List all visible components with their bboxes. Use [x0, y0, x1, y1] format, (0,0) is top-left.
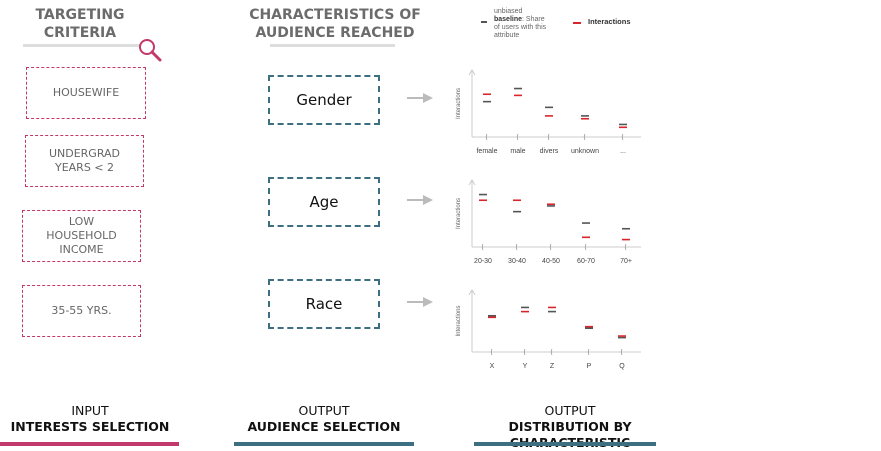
footer-top: OUTPUT: [544, 403, 596, 418]
race-chart: Interactions X Y Z P Q: [456, 289, 641, 370]
x-tick: [550, 348, 553, 356]
x-tick: [549, 243, 552, 251]
x-tick-label: male: [510, 148, 525, 155]
criteria-line: HOUSEWIFE: [52, 86, 120, 99]
footer-bottom: INTERESTS SELECTION: [10, 419, 170, 434]
x-tick: [587, 348, 590, 356]
criteria-line: HOUSEHOLD: [46, 229, 117, 242]
x-tick: [620, 348, 623, 356]
audience-bar: [234, 442, 414, 446]
magnifier-icon: [139, 39, 162, 62]
y-axis-arrow: [468, 69, 476, 76]
legend-line: : Share: [522, 16, 545, 23]
arrow-right-icon: [407, 93, 433, 103]
x-tick: [583, 133, 586, 141]
footer-input: INPUT INTERESTS SELECTION: [0, 403, 180, 435]
legend-baseline-swatch: [481, 21, 487, 23]
x-tick-label: 70+: [620, 258, 632, 265]
x-tick-label: female: [476, 148, 497, 155]
x-tick-label: 30-40: [508, 258, 526, 265]
x-tick: [621, 133, 624, 141]
title-line: AUDIENCE REACHED: [255, 25, 415, 41]
legend-line: of users with this: [494, 24, 547, 31]
criteria-line: YEARS < 2: [54, 161, 115, 174]
gender-chart: Interactions female male divers unknown...: [456, 69, 641, 155]
footer-bottom: DISTRIBUTION BY CHARACTERISTIC: [508, 419, 632, 450]
arrow-right-icon: [407, 297, 433, 307]
x-tick-label: X: [490, 363, 495, 370]
characteristic-label: Age: [309, 193, 339, 211]
criteria-box: HOUSEWIFE: [26, 67, 146, 119]
y-axis-arrow: [468, 289, 476, 296]
distribution-bar: [474, 442, 656, 446]
footer-audience: OUTPUT AUDIENCE SELECTION: [234, 403, 414, 435]
x-tick-label: Q: [619, 363, 625, 370]
footer-top: OUTPUT: [298, 403, 350, 418]
legend-line: attribute: [494, 32, 520, 39]
title-line: CRITERIA: [43, 25, 117, 41]
x-tick: [547, 133, 550, 141]
x-tick-label: Z: [550, 363, 555, 370]
criteria-line: LOW: [68, 215, 95, 228]
x-tick-label: ...: [620, 148, 626, 155]
title-line: TARGETING: [35, 7, 125, 23]
characteristic-age: Age: [268, 177, 380, 227]
characteristic-label: Race: [305, 295, 343, 313]
y-axis-label: Interactions: [456, 88, 462, 119]
characteristic-race: Race: [268, 279, 380, 329]
x-tick-label: divers: [540, 148, 559, 155]
x-tick-label: 60-70: [577, 258, 595, 265]
x-tick: [485, 133, 488, 141]
y-axis-arrow: [468, 179, 476, 186]
legend-line: unbiased: [494, 8, 523, 15]
x-tick: [490, 348, 493, 356]
y-axis-label: Interactions: [456, 305, 462, 336]
x-tick-label: 20-30: [474, 258, 492, 265]
x-tick-label: unknown: [571, 148, 599, 155]
x-tick-label: Y: [523, 363, 528, 370]
divider: [23, 44, 141, 47]
x-tick: [516, 133, 519, 141]
input-bar: [0, 442, 179, 446]
criteria-box: UNDERGRAD YEARS < 2: [25, 135, 144, 187]
legend-interactions-text: Interactions: [588, 17, 631, 26]
legend: unbiased baseline: Share of users with t…: [480, 4, 680, 48]
targeting-criteria-title: TARGETING CRITERIA: [10, 6, 150, 42]
characteristics-title: CHARACTERISTICS OF AUDIENCE REACHED: [235, 6, 435, 42]
footer-bottom: AUDIENCE SELECTION: [247, 419, 401, 434]
legend-bold: baseline: [494, 16, 523, 23]
x-tick: [515, 243, 518, 251]
title-line: CHARACTERISTICS OF: [249, 7, 421, 23]
footer-top: INPUT: [71, 403, 109, 418]
arrow-right-icon: [407, 195, 433, 205]
characteristic-gender: Gender: [268, 75, 380, 125]
characteristic-label: Gender: [296, 91, 352, 109]
legend-baseline-text: unbiased baseline: Share of users with t…: [494, 8, 554, 40]
age-chart: Interactions 20-30 30-40 40-50 60-70 70+: [456, 179, 641, 265]
criteria-line: INCOME: [59, 243, 104, 256]
criteria-line: UNDERGRAD: [48, 147, 121, 160]
x-tick: [523, 348, 526, 356]
criteria-line: 35-55 YRS.: [51, 304, 112, 317]
x-tick-label: 40-50: [542, 258, 560, 265]
x-tick: [584, 243, 587, 251]
y-axis-label: Interactions: [456, 198, 462, 229]
x-tick: [624, 243, 627, 251]
x-tick-label: P: [587, 363, 592, 370]
divider: [270, 44, 395, 47]
x-tick: [481, 243, 484, 251]
legend-interactions-swatch: [573, 22, 581, 24]
criteria-box: 35-55 YRS.: [22, 285, 141, 337]
criteria-box: LOW HOUSEHOLD INCOME: [22, 210, 141, 262]
